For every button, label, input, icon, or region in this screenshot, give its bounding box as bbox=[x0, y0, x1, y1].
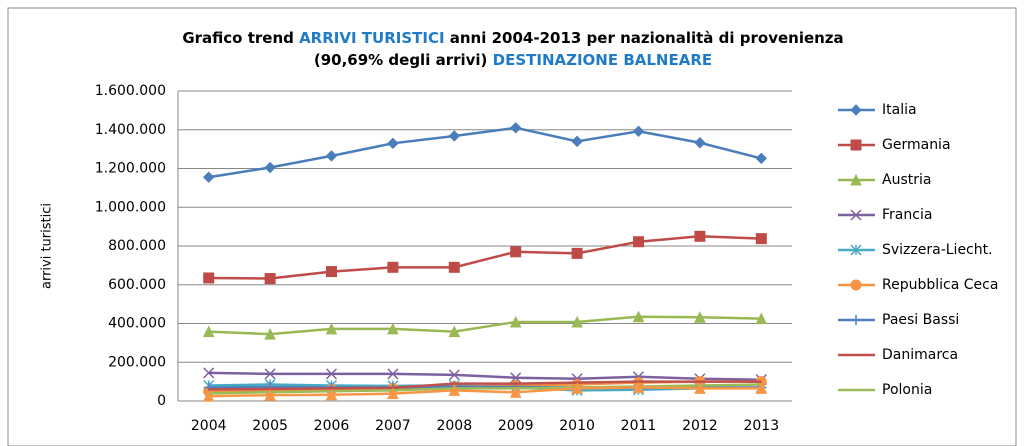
legend-marker bbox=[850, 209, 862, 221]
legend-marker bbox=[850, 244, 862, 256]
legend-label: Repubblica Ceca bbox=[882, 277, 998, 293]
marker bbox=[571, 135, 583, 148]
legend-label: Italia bbox=[882, 102, 917, 118]
marker bbox=[448, 369, 460, 381]
series-line bbox=[208, 315, 762, 336]
marker bbox=[202, 325, 215, 338]
marker bbox=[632, 125, 645, 138]
y-tick-label: 1.600.000 bbox=[95, 83, 166, 99]
title-part: (90,69% degli arrivi) bbox=[314, 51, 493, 69]
marker bbox=[633, 236, 644, 248]
series-line bbox=[208, 386, 762, 398]
y-tick-label: 1.200.000 bbox=[95, 161, 166, 177]
marker bbox=[694, 382, 706, 394]
marker bbox=[202, 171, 215, 183]
marker bbox=[571, 315, 583, 328]
marker bbox=[387, 387, 399, 400]
marker bbox=[325, 388, 338, 401]
marker bbox=[632, 310, 645, 323]
legend-label: Polonia bbox=[882, 382, 932, 398]
legend-label: Danimarca bbox=[882, 347, 958, 363]
series-line bbox=[208, 371, 762, 381]
marker bbox=[755, 233, 767, 245]
y-tick-label: 600.000 bbox=[108, 277, 166, 293]
marker bbox=[448, 261, 460, 273]
marker bbox=[694, 230, 706, 242]
marker bbox=[755, 312, 768, 325]
marker bbox=[632, 381, 645, 393]
series-line bbox=[208, 235, 762, 280]
marker bbox=[387, 261, 399, 273]
marker bbox=[510, 372, 522, 384]
series-line bbox=[208, 383, 762, 395]
y-axis-label: arrivi turistici bbox=[40, 203, 55, 289]
marker bbox=[387, 322, 399, 335]
x-tick-label: 2010 bbox=[559, 418, 595, 434]
marker bbox=[509, 386, 522, 398]
marker bbox=[264, 368, 276, 380]
legend-label: Germania bbox=[882, 137, 951, 153]
legend-label: Francia bbox=[882, 207, 932, 223]
legend-marker bbox=[851, 315, 861, 325]
legend-marker bbox=[850, 139, 862, 151]
marker bbox=[755, 152, 768, 165]
chart-subtitle: (90,69% degli arrivi) DESTINAZIONE BALNE… bbox=[314, 51, 712, 69]
marker bbox=[448, 384, 461, 396]
y-tick-label: 0 bbox=[157, 393, 166, 409]
chart-border bbox=[7, 7, 1017, 446]
title-part: Grafico trend bbox=[182, 29, 299, 47]
marker bbox=[694, 311, 706, 323]
marker bbox=[387, 137, 399, 150]
marker bbox=[203, 272, 215, 284]
x-tick-label: 2009 bbox=[498, 418, 534, 434]
marker bbox=[202, 390, 215, 402]
x-tick-label: 2006 bbox=[314, 418, 350, 434]
series-line bbox=[208, 126, 762, 179]
y-tick-label: 800.000 bbox=[108, 238, 166, 254]
marker bbox=[509, 315, 522, 328]
marker bbox=[387, 368, 399, 380]
x-tick-label: 2008 bbox=[436, 418, 472, 434]
legend-label: Paesi Bassi bbox=[882, 312, 959, 328]
marker bbox=[326, 266, 337, 278]
title-part: ARRIVI TURISTICI bbox=[299, 29, 444, 47]
marker bbox=[203, 367, 215, 379]
x-tick-label: 2011 bbox=[621, 418, 657, 434]
y-tick-label: 1.000.000 bbox=[95, 199, 166, 215]
marker bbox=[325, 368, 338, 380]
legend-marker bbox=[850, 104, 862, 116]
title-part: DESTINAZIONE BALNEARE bbox=[493, 51, 713, 69]
x-tick-label: 2005 bbox=[252, 418, 288, 434]
legend-label: Svizzera-Liecht. bbox=[882, 242, 993, 258]
x-tick-label: 2007 bbox=[375, 418, 411, 434]
marker bbox=[448, 325, 461, 338]
marker bbox=[509, 122, 522, 134]
marker bbox=[264, 389, 276, 401]
legend-marker bbox=[850, 173, 862, 186]
marker bbox=[571, 382, 583, 394]
y-tick-label: 400.000 bbox=[108, 316, 166, 332]
marker bbox=[755, 382, 768, 394]
x-tick-label: 2012 bbox=[682, 418, 718, 434]
marker bbox=[325, 322, 338, 335]
series-line bbox=[208, 380, 762, 391]
marker bbox=[264, 161, 276, 174]
marker bbox=[510, 246, 522, 258]
x-tick-label: 2013 bbox=[743, 418, 779, 434]
chart-title: Grafico trend ARRIVI TURISTICI anni 2004… bbox=[182, 29, 843, 47]
marker bbox=[571, 247, 583, 259]
marker bbox=[264, 273, 276, 285]
marker bbox=[264, 328, 276, 340]
x-tick-label: 2004 bbox=[191, 418, 227, 434]
y-tick-label: 200.000 bbox=[108, 354, 166, 370]
marker bbox=[694, 137, 706, 149]
legend-marker bbox=[850, 279, 862, 291]
legend-label: Austria bbox=[882, 172, 931, 188]
y-tick-label: 1.400.000 bbox=[95, 122, 166, 138]
title-part: anni 2004-2013 per nazionalità di proven… bbox=[445, 29, 844, 47]
marker bbox=[448, 130, 461, 142]
marker bbox=[325, 150, 338, 162]
